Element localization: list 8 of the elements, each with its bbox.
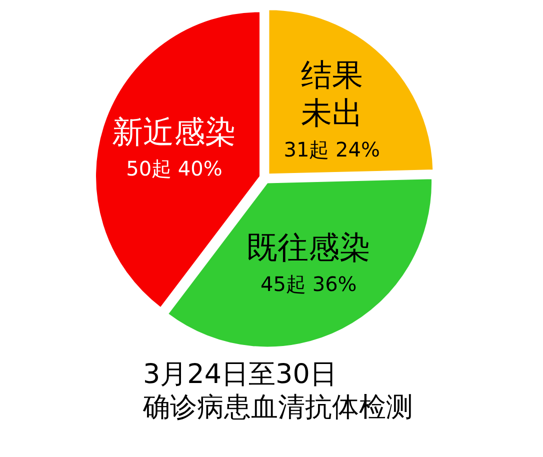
slice-label: 新近感染 [112,114,236,151]
data-label: 45起 36% [260,272,357,296]
data-label: 31起 24% [284,137,380,162]
text: 确诊病患血清抗体检测 [142,392,413,423]
text: 3月24日至30日 [143,359,337,390]
data-label: 50起 40% [126,156,222,181]
slice-label: 既往感染 [246,230,371,266]
slice-label: 结果未出 [300,57,363,132]
